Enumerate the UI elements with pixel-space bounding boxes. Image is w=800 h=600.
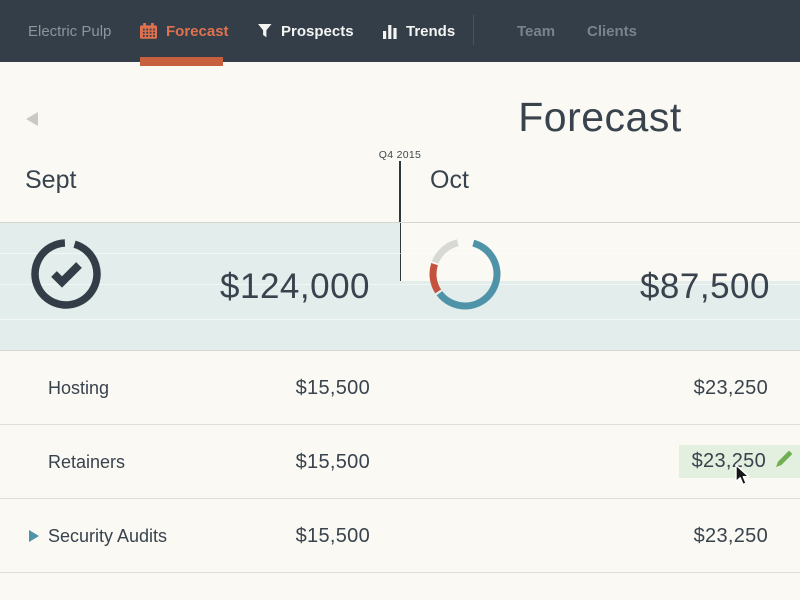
band-gridline	[0, 253, 800, 254]
month-total-oct: $87,500	[639, 267, 770, 306]
row-value-sept: $15,500	[295, 450, 370, 473]
row-value-oct[interactable]: $23,250	[693, 524, 768, 547]
row-label: Security Audits	[48, 525, 168, 546]
nav-item-label: Team	[517, 22, 556, 40]
summary-band: $124,000 $87,500	[0, 222, 800, 351]
back-button[interactable]	[26, 112, 38, 126]
table-row-security-audits[interactable]: Security Audits $15,500 $23,250	[0, 499, 800, 573]
nav-item-label: Prospects	[281, 22, 354, 40]
progress-fill	[400, 281, 800, 350]
row-value-oct[interactable]: $23,250	[691, 450, 766, 472]
top-nav: Electric Pulp Forecast	[0, 0, 800, 66]
row-value-oct[interactable]: $23,250	[693, 376, 768, 399]
nav-item-team[interactable]: Team	[517, 0, 555, 62]
quarter-label: Q4 2015	[378, 149, 422, 161]
month-header-oct: Oct	[430, 166, 469, 194]
month-complete-ring	[31, 239, 101, 309]
page-title: Forecast	[518, 94, 682, 140]
check-icon	[51, 262, 82, 288]
nav-item-trends[interactable]: Trends	[383, 0, 455, 62]
nav-item-label: Trends	[406, 22, 456, 40]
month-header-sept: Sept	[25, 166, 77, 194]
editable-value-oct[interactable]: $23,250	[678, 445, 800, 478]
nav-item-clients[interactable]: Clients	[587, 0, 637, 62]
pencil-icon[interactable]	[775, 450, 793, 473]
nav-item-prospects[interactable]: Prospects	[258, 0, 354, 62]
row-value-sept: $15,500	[295, 524, 370, 547]
band-gridline	[0, 319, 800, 320]
table-row-retainers[interactable]: Retainers $15,500 $23,250	[0, 425, 800, 499]
row-label: Retainers	[48, 451, 126, 472]
table-row-hosting[interactable]: Hosting $15,500 $23,250	[0, 351, 800, 425]
bar-chart-icon	[383, 24, 397, 39]
brand[interactable]: Electric Pulp	[28, 22, 112, 40]
funnel-icon	[258, 24, 272, 38]
nav-item-forecast[interactable]: Forecast	[140, 0, 229, 62]
month-total-sept: $124,000	[220, 267, 370, 306]
summary-cell-sept: $124,000	[0, 223, 400, 350]
expand-arrow-icon[interactable]	[29, 530, 39, 542]
forecast-rows: Hosting $15,500 $23,250 Retainers $15,50…	[0, 351, 800, 573]
row-label: Hosting	[48, 377, 110, 398]
nav-item-label: Clients	[587, 22, 638, 40]
active-tab-indicator	[140, 57, 223, 66]
row-value-sept: $15,500	[295, 376, 370, 399]
nav-item-label: Forecast	[166, 22, 229, 40]
band-gridline	[0, 284, 800, 285]
progress-donut	[429, 239, 501, 310]
summary-cell-oct: $87,500	[400, 223, 800, 350]
nav-divider	[473, 15, 474, 45]
calendar-icon	[140, 23, 157, 39]
